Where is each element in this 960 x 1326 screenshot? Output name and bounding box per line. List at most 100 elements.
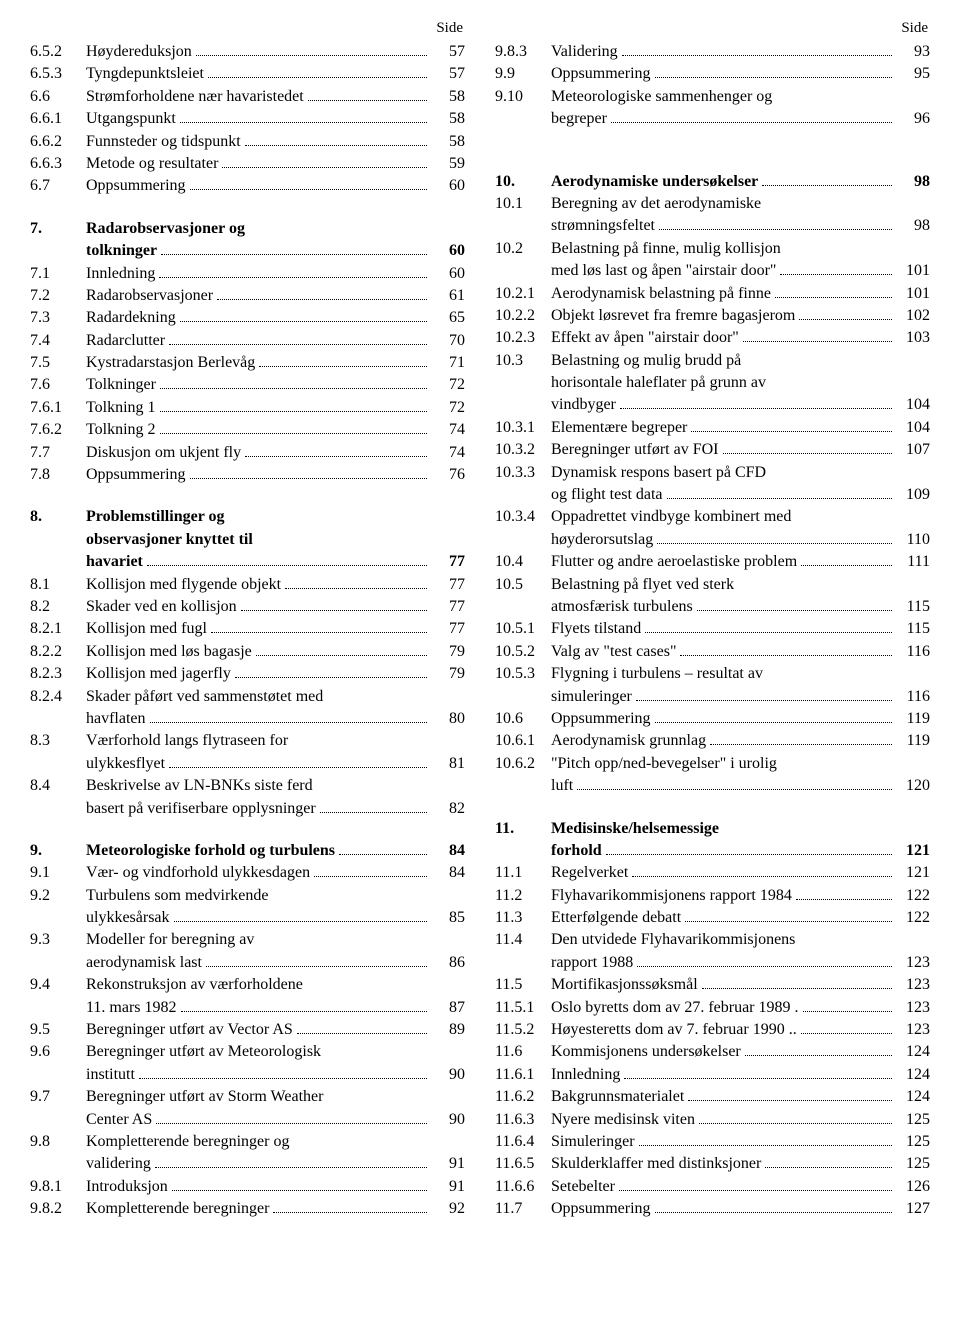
toc-leader-dots bbox=[702, 988, 892, 989]
toc-page: 116 bbox=[896, 641, 930, 663]
toc-text-wrap: Flyets tilstand bbox=[551, 618, 896, 640]
toc-text-wrap: Oppsummering bbox=[86, 464, 431, 486]
toc-title: Radarclutter bbox=[86, 330, 165, 352]
toc-number: 8.3 bbox=[30, 730, 86, 752]
toc-number: 10.2.2 bbox=[495, 305, 551, 327]
toc-entry: 11.6Kommisjonens undersøkelser124 bbox=[495, 1041, 930, 1063]
toc-line: Kystradarstasjon Berlevåg bbox=[86, 352, 431, 374]
toc-line: Beregninger utført av Vector AS bbox=[86, 1019, 431, 1041]
toc-text-wrap: Setebelter bbox=[551, 1176, 896, 1198]
toc-text-wrap: Beregninger utført av Meteorologiskinsti… bbox=[86, 1041, 431, 1086]
toc-number: 10.2.1 bbox=[495, 283, 551, 305]
toc-title: observasjoner knyttet til bbox=[86, 529, 253, 551]
toc-line: med løs last og åpen "airstair door" bbox=[551, 260, 896, 282]
toc-number: 11.6.3 bbox=[495, 1109, 551, 1131]
toc-line: Høydereduksjon bbox=[86, 41, 431, 63]
toc-page: 101 bbox=[896, 283, 930, 305]
toc-page: 104 bbox=[896, 394, 930, 416]
toc-leader-dots bbox=[245, 456, 427, 457]
toc-line: Aerodynamisk belastning på finne bbox=[551, 283, 896, 305]
toc-title: validering bbox=[86, 1153, 151, 1175]
toc-text-wrap: Meteorologiske forhold og turbulens bbox=[86, 840, 431, 862]
toc-line: begreper bbox=[551, 108, 896, 130]
toc-leader-dots bbox=[636, 700, 892, 701]
toc-line: luft bbox=[551, 775, 896, 797]
toc-number: 7.6.1 bbox=[30, 397, 86, 419]
toc-leader-dots bbox=[685, 921, 892, 922]
toc-line: Beskrivelse av LN-BNKs siste ferd bbox=[86, 775, 431, 797]
toc-title: havflaten bbox=[86, 708, 146, 730]
toc-page: 58 bbox=[431, 86, 465, 108]
toc-line: Oppsummering bbox=[551, 63, 896, 85]
toc-page: 74 bbox=[431, 442, 465, 464]
toc-title: Setebelter bbox=[551, 1176, 615, 1198]
toc-line: vindbyger bbox=[551, 394, 896, 416]
toc-leader-dots bbox=[667, 498, 892, 499]
toc-leader-dots bbox=[150, 722, 427, 723]
toc-text-wrap: Vær- og vindforhold ulykkesdagen bbox=[86, 862, 431, 884]
toc-text-wrap: Elementære begreper bbox=[551, 417, 896, 439]
toc-entry: 9.8.3Validering93 bbox=[495, 41, 930, 63]
toc-text-wrap: Oppsummering bbox=[551, 63, 896, 85]
toc-title: Flutter og andre aeroelastiske problem bbox=[551, 551, 797, 573]
toc-title: Beregning av det aerodynamiske bbox=[551, 193, 761, 215]
toc-text-wrap: Aerodynamiske undersøkelser bbox=[551, 171, 896, 193]
toc-title: Problemstillinger og bbox=[86, 506, 225, 528]
toc-page: 57 bbox=[431, 63, 465, 85]
toc-entry: 11.5.2Høyesteretts dom av 7. februar 199… bbox=[495, 1019, 930, 1041]
toc-title: Kollisjon med løs bagasje bbox=[86, 641, 252, 663]
toc-leader-dots bbox=[624, 1078, 892, 1079]
toc-page: 74 bbox=[431, 419, 465, 441]
toc-entry: 6.5.3Tyngdepunktsleiet57 bbox=[30, 63, 465, 85]
toc-title: Flyhavarikommisjonens rapport 1984 bbox=[551, 885, 792, 907]
toc-title: Oslo byretts dom av 27. februar 1989 . bbox=[551, 997, 799, 1019]
toc-entry: 9.3Modeller for beregning avaerodynamisk… bbox=[30, 929, 465, 974]
toc-line: Strømforholdene nær havaristedet bbox=[86, 86, 431, 108]
toc-line: Høyesteretts dom av 7. februar 1990 .. bbox=[551, 1019, 896, 1041]
toc-number: 10.6.2 bbox=[495, 753, 551, 775]
toc-line: Værforhold langs flytraseen for bbox=[86, 730, 431, 752]
toc-line: Meteorologiske sammenhenger og bbox=[551, 86, 896, 108]
toc-title: Oppsummering bbox=[551, 708, 651, 730]
toc-spacer bbox=[495, 151, 930, 171]
toc-title: Regelverket bbox=[551, 862, 628, 884]
toc-page: 122 bbox=[896, 885, 930, 907]
toc-number: 10.3.3 bbox=[495, 462, 551, 484]
toc-line: Simuleringer bbox=[551, 1131, 896, 1153]
toc-entry: 7.1Innledning60 bbox=[30, 263, 465, 285]
toc-page: 123 bbox=[896, 997, 930, 1019]
toc-text-wrap: Tolkning 1 bbox=[86, 397, 431, 419]
toc-number: 9.3 bbox=[30, 929, 86, 951]
toc-spacer bbox=[30, 198, 465, 218]
toc-page: 98 bbox=[896, 215, 930, 237]
toc-title: Meteorologiske sammenhenger og bbox=[551, 86, 772, 108]
toc-line: aerodynamisk last bbox=[86, 952, 431, 974]
toc-title: Beregninger utført av Meteorologisk bbox=[86, 1041, 321, 1063]
toc-page: 121 bbox=[896, 862, 930, 884]
toc-leader-dots bbox=[799, 319, 892, 320]
toc-title: Oppsummering bbox=[86, 175, 186, 197]
toc-line: Turbulens som medvirkende bbox=[86, 885, 431, 907]
toc-number: 10.5 bbox=[495, 574, 551, 596]
toc-page: 91 bbox=[431, 1176, 465, 1198]
toc-leader-dots bbox=[206, 966, 427, 967]
toc-title: Tolkning 2 bbox=[86, 419, 156, 441]
toc-leader-dots bbox=[259, 366, 427, 367]
toc-entry: 11.4Den utvidede Flyhavarikommisjonensra… bbox=[495, 929, 930, 974]
toc-entry: 10.5Belastning på flyet ved sterkatmosfæ… bbox=[495, 574, 930, 619]
toc-title: rapport 1988 bbox=[551, 952, 633, 974]
toc-text-wrap: Beregning av det aerodynamiskestrømnings… bbox=[551, 193, 896, 238]
toc-line: Tyngdepunktsleiet bbox=[86, 63, 431, 85]
toc-number: 11.6.1 bbox=[495, 1064, 551, 1086]
toc-entry: 7.8Oppsummering76 bbox=[30, 464, 465, 486]
toc-columns: Side 6.5.2Høydereduksjon576.5.3Tyngdepun… bbox=[30, 20, 930, 1221]
toc-title: basert på verifiserbare opplysninger bbox=[86, 798, 316, 820]
toc-line: Setebelter bbox=[551, 1176, 896, 1198]
toc-leader-dots bbox=[245, 145, 427, 146]
toc-page: 84 bbox=[431, 840, 465, 862]
toc-text-wrap: Introduksjon bbox=[86, 1176, 431, 1198]
toc-page: 77 bbox=[431, 574, 465, 596]
toc-entry: 9.4Rekonstruksjon av værforholdene11. ma… bbox=[30, 974, 465, 1019]
toc-page: 123 bbox=[896, 952, 930, 974]
toc-entry: 10.3.4Oppadrettet vindbyge kombinert med… bbox=[495, 506, 930, 551]
